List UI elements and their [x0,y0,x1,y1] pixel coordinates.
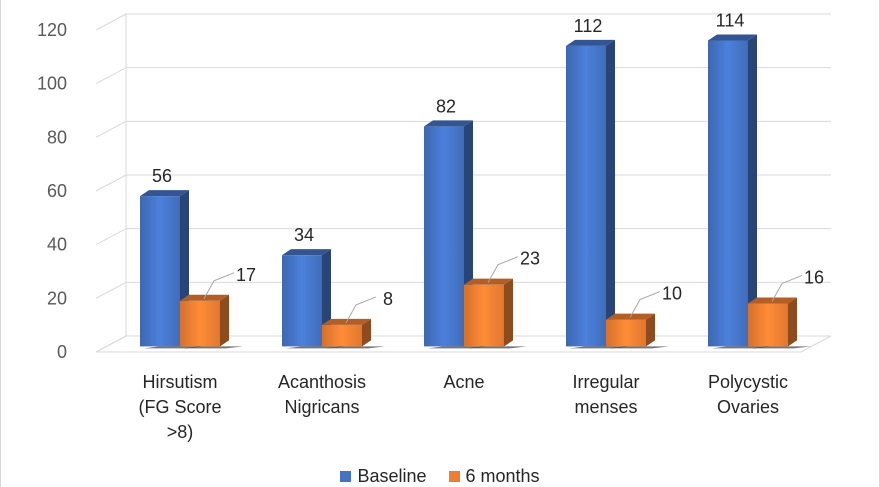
y-tick-label: 20 [47,288,67,308]
bar-baseline [708,40,748,347]
y-tick-label: 100 [37,74,67,94]
data-label: 114 [716,11,745,31]
y-tick-label: 0 [57,342,67,362]
data-label: 10 [662,284,682,304]
bar-baseline [282,255,322,347]
x-category-label: Ovaries [717,397,779,417]
data-label: 56 [152,166,172,186]
gridline-connector [95,228,127,246]
legend-label-6-months: 6 months [465,466,540,486]
bar-side [220,294,229,347]
legend-item-6-months: 6 months [448,466,540,487]
bar-baseline [424,126,464,347]
y-tick-label: 60 [47,181,67,201]
bar-shadow [610,346,669,349]
y-tick-label: 80 [47,127,67,147]
bar-shadow [752,346,811,349]
x-category-label: Nigricans [284,397,359,417]
legend: Baseline 6 months [1,466,879,487]
bar-side [788,297,797,347]
bar-6-months [322,324,362,347]
bar-shadow [184,346,243,349]
gridline-connector [95,174,127,192]
bar-6-months [606,319,646,347]
x-category-label: Hirsutism [143,372,218,392]
bar-side [362,318,371,347]
x-category-label: Acanthosis [278,372,366,392]
bar-side [606,39,615,347]
legend-swatch-baseline [340,471,352,482]
legend-swatch-6-months [448,471,460,482]
bar-baseline [566,45,606,347]
gridline-connector [95,281,127,299]
x-category-label: Polycystic [708,372,788,392]
x-category-label: >8) [167,422,194,442]
x-category-label: menses [574,397,637,417]
gridline-connector [95,120,127,138]
bar-6-months [748,303,788,347]
bar-shadow [326,346,385,349]
data-label-leader [487,256,519,283]
bar-baseline [140,196,180,347]
bar-top [282,249,331,256]
x-category-label: Irregular [572,372,639,392]
bar-top [140,190,189,197]
data-label-leader [345,296,377,324]
data-label: 23 [520,249,540,269]
y-tick-label: 120 [37,20,67,40]
data-label-leader [629,291,661,318]
gridline-connector [95,13,127,31]
data-label-leader [203,272,235,300]
data-label: 8 [383,289,393,309]
bar-6-months [464,284,504,347]
bar-side [504,278,513,347]
x-category-label: Acne [443,372,484,392]
bar-top [424,120,473,127]
chart-floor [95,335,832,353]
data-label: 17 [236,265,256,285]
data-label: 112 [574,16,603,36]
data-label: 16 [804,267,824,287]
data-label: 82 [436,96,456,116]
bar-chart: 0 20 40 60 80 100 120 56 17 Hirsutism (FG Score >8)… [37,11,832,442]
x-category-label: (FG Score [138,397,221,417]
bar-top [566,39,615,46]
bar-side [646,313,655,347]
legend-label-baseline: Baseline [357,466,427,486]
data-label: 34 [294,225,314,245]
gridline-connector [95,67,127,85]
data-label-leader [771,275,803,302]
bar-6-months [180,300,220,347]
bar-shadow [468,346,527,349]
legend-item-baseline: Baseline [340,466,427,487]
bar-side [748,34,757,347]
bar-top [708,34,757,41]
y-tick-label: 40 [47,235,67,255]
